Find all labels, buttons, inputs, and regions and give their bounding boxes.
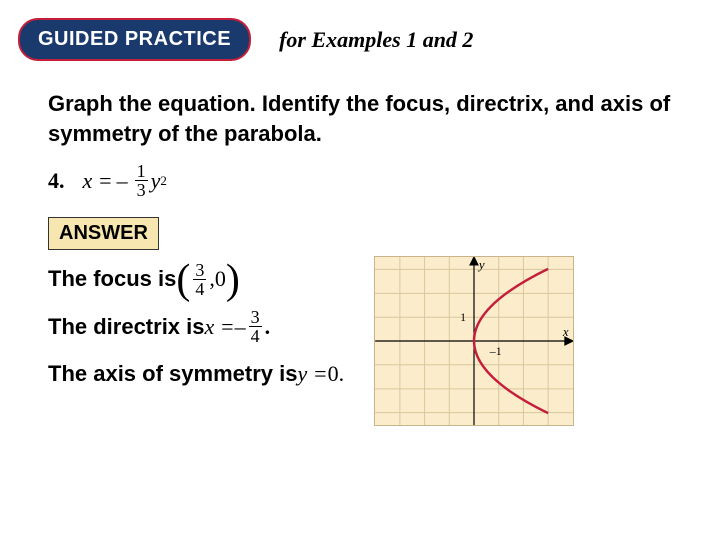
directrix-period: . (265, 308, 271, 345)
focus-fraction: 3 4 (193, 261, 206, 298)
focus-prefix: The focus is (48, 260, 176, 297)
focus-frac-num: 3 (193, 261, 206, 279)
tick-minus1: –1 (489, 344, 502, 358)
answer-text: The focus is ( 3 4 , 0 ) The directrix i… (48, 260, 344, 402)
directrix-frac-den: 4 (249, 326, 262, 345)
axis-val: 0. (328, 355, 345, 392)
equation-lhs: x = (83, 168, 113, 194)
directrix-sign: – (235, 308, 246, 345)
body: Graph the equation. Identify the focus, … (0, 89, 720, 431)
focus-line: The focus is ( 3 4 , 0 ) (48, 260, 344, 297)
directrix-frac-num: 3 (249, 308, 262, 326)
prompt-text: Graph the equation. Identify the focus, … (48, 89, 672, 148)
problem-number: 4. (48, 168, 65, 194)
equation-sign: – (117, 168, 128, 194)
problem-equation: 4. x = – 1 3 y 2 (48, 162, 672, 199)
answer-row: The focus is ( 3 4 , 0 ) The directrix i… (48, 260, 672, 431)
directrix-lhs: x = (205, 308, 235, 345)
directrix-prefix: The directrix is (48, 308, 205, 345)
focus-y: 0 (215, 260, 226, 297)
equation-var: y (151, 168, 161, 194)
graph-svg: –1 1 x y (374, 256, 574, 426)
axis-eq: y = (297, 355, 327, 392)
equation-fraction: 1 3 (135, 162, 148, 199)
answer-label: ANSWER (48, 217, 159, 250)
header: GUIDED PRACTICE for Examples 1 and 2 (18, 18, 720, 61)
y-axis-label: y (477, 258, 485, 272)
focus-frac-den: 4 (193, 279, 206, 298)
parabola-graph: –1 1 x y (374, 256, 574, 431)
x-axis-label: x (562, 325, 569, 339)
axis-prefix: The axis of symmetry is (48, 355, 297, 392)
fraction-numerator: 1 (135, 162, 148, 180)
header-subtitle: for Examples 1 and 2 (279, 27, 473, 53)
directrix-fraction: 3 4 (249, 308, 262, 345)
guided-practice-pill: GUIDED PRACTICE (18, 18, 251, 61)
tick-1: 1 (460, 311, 466, 325)
directrix-line: The directrix is x = – 3 4 . (48, 308, 344, 345)
slide: GUIDED PRACTICE for Examples 1 and 2 Gra… (0, 0, 720, 540)
left-paren-icon: ( (176, 266, 190, 295)
right-paren-icon: ) (226, 266, 240, 295)
fraction-denominator: 3 (135, 180, 148, 199)
axis-line: The axis of symmetry is y = 0. (48, 355, 344, 392)
equation-exponent: 2 (160, 173, 167, 189)
